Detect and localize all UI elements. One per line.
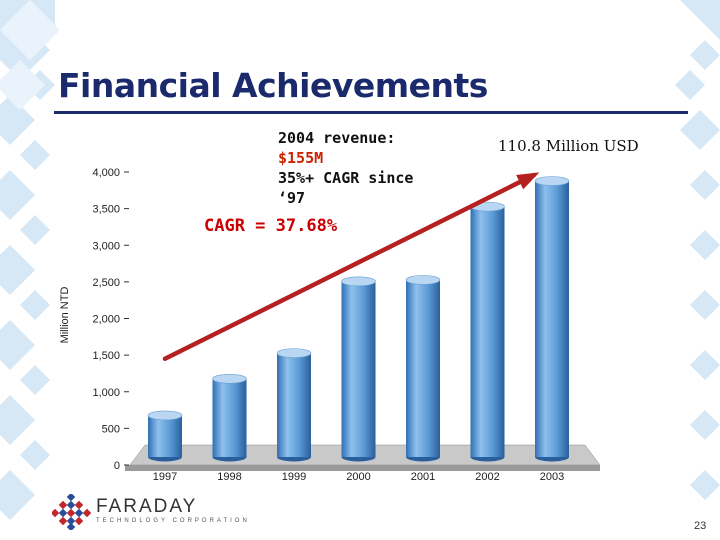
logo-wordmark: FARADAY	[96, 496, 198, 517]
x-tick-label: 1998	[217, 471, 241, 483]
bar-cap	[341, 276, 376, 287]
y-tick-label: 0	[114, 460, 120, 472]
page-number: 23	[694, 520, 707, 532]
bar-1998	[212, 373, 247, 462]
x-tick-label: 2002	[475, 471, 499, 483]
x-tick-label: 1999	[282, 471, 306, 483]
cagr-label: CAGR = 37.68%	[204, 216, 338, 236]
bar-series	[147, 176, 570, 462]
cagr-trend-arrow	[162, 172, 540, 362]
revenue-annotation: 2004 revenue: $155M 35%+ CAGR since ‘97	[278, 128, 413, 208]
bar-body	[148, 415, 182, 457]
annotation-line-3: 35%+ CAGR since	[278, 169, 414, 187]
trend-arrowhead	[516, 172, 540, 190]
y-tick-label: 500	[102, 423, 120, 435]
x-tick-label: 2001	[411, 471, 435, 483]
bar-cap	[212, 373, 247, 384]
bar-2000	[341, 276, 376, 462]
x-axis: 1997 1998 1999 2000 2001 2002 2003	[153, 471, 564, 483]
y-axis-label: Million NTD	[59, 287, 71, 344]
bar-2003	[534, 176, 570, 462]
y-tick-label: 3,000	[92, 240, 120, 252]
y-tick-label: 4,000	[92, 167, 120, 179]
bar-body	[535, 180, 569, 458]
y-tick-label: 2,500	[92, 277, 120, 289]
annotation-line-2: $155M	[278, 149, 324, 167]
bar-cap	[405, 275, 441, 285]
bar-2001	[405, 275, 441, 462]
x-tick-label: 2000	[346, 471, 370, 483]
y-axis: 0 500 1,000 1,500 2,000 2,500 3,000 3,500 4,000	[92, 167, 129, 472]
annotation-line-1: 2004 revenue:	[278, 129, 396, 147]
y-tick-label: 2,000	[92, 314, 120, 326]
company-logo: FARADAY TECHNOLOGY CORPORATION	[50, 492, 247, 534]
trend-line	[162, 172, 537, 362]
y-tick-label: 1,500	[92, 350, 120, 362]
bar-body	[470, 206, 505, 457]
bar-body	[341, 281, 376, 457]
x-tick-label: 1997	[153, 471, 177, 483]
bar-2002	[470, 201, 505, 462]
bar-1999	[276, 348, 312, 462]
y-tick-label: 3,500	[92, 204, 120, 216]
faraday-logo-mark-icon	[50, 492, 92, 532]
chart-floor-edge	[125, 465, 600, 471]
bar-cap	[534, 176, 570, 186]
logo-tagline: TECHNOLOGY CORPORATION	[96, 518, 250, 524]
y-tick-label: 1,000	[92, 387, 120, 399]
bar-body	[277, 353, 311, 457]
bar-body	[406, 279, 440, 457]
bar-1997	[147, 410, 183, 462]
bar-body	[212, 378, 247, 457]
bar-cap	[147, 410, 183, 421]
x-tick-label: 2003	[540, 471, 564, 483]
slide-title: Financial Achievements	[58, 66, 488, 105]
title-underline	[54, 111, 688, 114]
annotation-line-4: ‘97	[278, 189, 306, 207]
bar-cap	[276, 348, 312, 358]
usd-revenue-label: 110.8 Million USD	[498, 137, 639, 155]
